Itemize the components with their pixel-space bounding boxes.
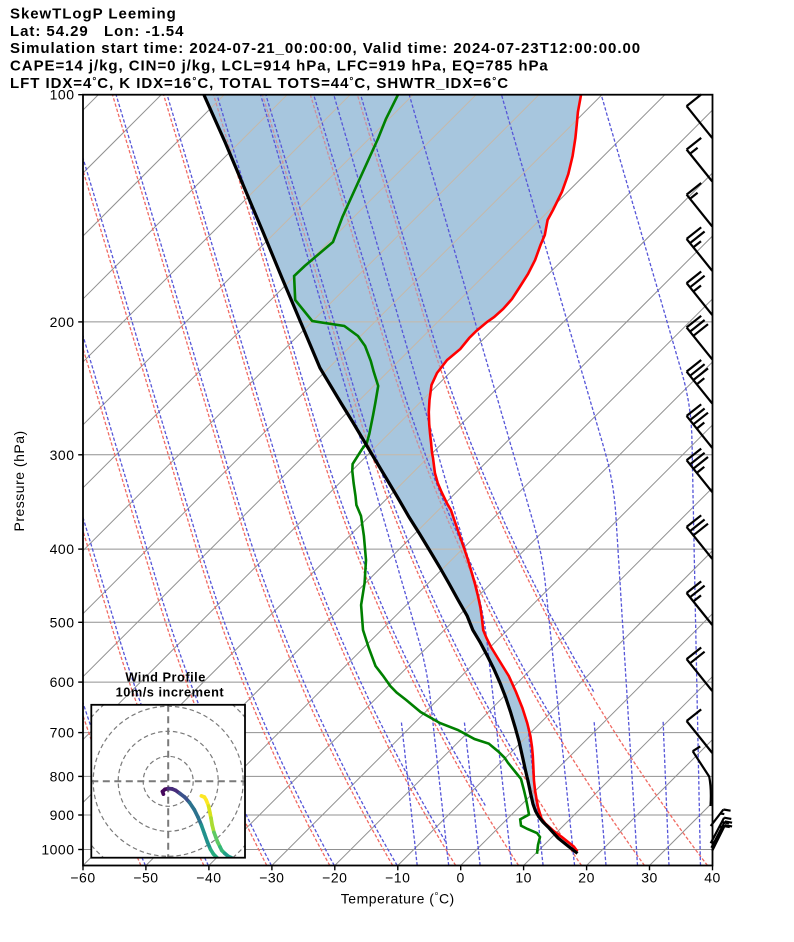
svg-text:600: 600 [50,674,75,690]
svg-text:Pressure (hPa): Pressure (hPa) [11,430,27,531]
svg-text:400: 400 [50,541,75,557]
svg-text:800: 800 [50,768,75,784]
svg-text:100: 100 [50,87,75,103]
svg-text:CAPE=14 j/kg, CIN=0 j/kg, LCL=: CAPE=14 j/kg, CIN=0 j/kg, LCL=914 hPa, L… [10,58,549,75]
svg-text:−50: −50 [133,870,158,886]
svg-text:500: 500 [50,614,75,630]
svg-text:10: 10 [515,870,532,886]
svg-text:700: 700 [50,725,75,741]
svg-text:Wind Profile: Wind Profile [125,670,206,685]
svg-text:Temperature (°C): Temperature (°C) [341,891,455,907]
svg-text:200: 200 [50,314,75,330]
svg-text:10m/s increment: 10m/s increment [116,685,225,700]
svg-text:300: 300 [50,447,75,463]
svg-text:−10: −10 [385,870,410,886]
svg-text:900: 900 [50,807,75,823]
svg-text:40: 40 [704,870,721,886]
svg-text:20: 20 [578,870,595,886]
svg-text:−30: −30 [259,870,284,886]
svg-text:SkewTLogP Leeming: SkewTLogP Leeming [10,5,177,22]
svg-text:0: 0 [457,870,465,886]
svg-text:1000: 1000 [41,842,74,858]
svg-text:LFT IDX=4°C, K IDX=16°C, TOTAL: LFT IDX=4°C, K IDX=16°C, TOTAL TOTS=44°C… [10,75,509,92]
svg-text:−20: −20 [322,870,347,886]
svg-text:−60: −60 [70,870,95,886]
svg-text:Simulation start time: 2024-07: Simulation start time: 2024-07-21_00:00:… [10,40,641,57]
svg-text:30: 30 [641,870,658,886]
svg-text:Lat: 54.29 Lon: -1.54: Lat: 54.29 Lon: -1.54 [10,23,184,40]
svg-text:−40: −40 [196,870,221,886]
